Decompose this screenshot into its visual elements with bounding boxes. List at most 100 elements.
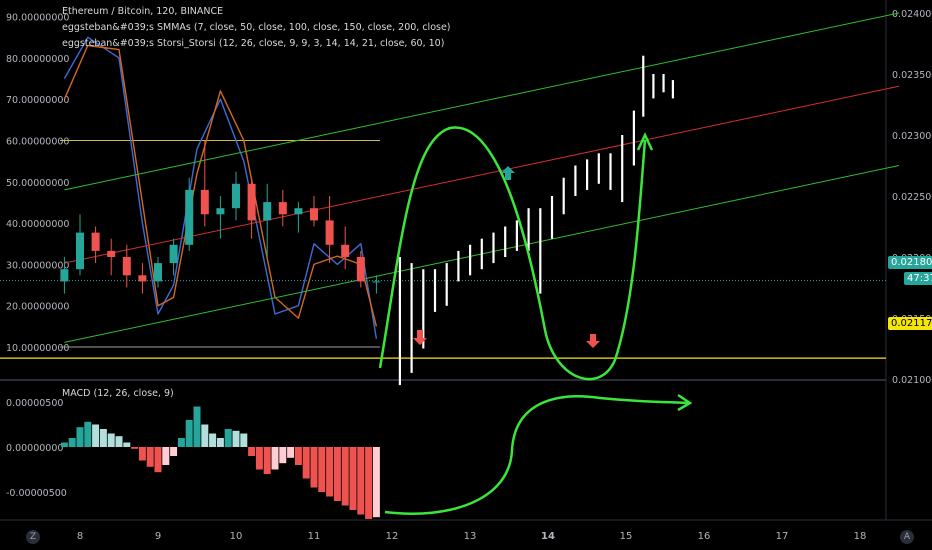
macd-bar <box>177 438 185 447</box>
macd-bar <box>255 447 263 470</box>
time-tick-label: 11 <box>308 531 321 542</box>
stoch-tick-label: 70.00000000 <box>6 95 69 106</box>
time-tick-label: 15 <box>620 531 633 542</box>
stoch-line-1 <box>63 44 378 327</box>
macd-indicator-label: MACD (12, 26, close, 9) <box>62 388 174 399</box>
projection-bar <box>492 232 495 264</box>
macd-bar <box>60 442 68 447</box>
stoch-tick-label: 30.00000000 <box>6 260 69 271</box>
macd-bar <box>162 447 170 465</box>
sell-arrow-icon <box>413 330 427 345</box>
macd-bar <box>76 427 84 447</box>
macd-bar <box>372 447 380 518</box>
wave-arrowhead <box>636 132 654 151</box>
macd-bar <box>123 442 131 447</box>
projection-bar <box>410 263 413 373</box>
time-axis[interactable]: 8 9 10 11 12 13 14 15 16 17 18 <box>77 531 867 542</box>
level-price-badge: 0.021171 <box>888 317 932 330</box>
candle-body <box>372 281 381 283</box>
candle-body <box>356 257 365 282</box>
chart-grid <box>0 0 932 521</box>
macd-bar <box>193 406 201 447</box>
macd-bar <box>294 447 302 465</box>
projection-bars <box>398 55 674 386</box>
candle-body <box>76 232 84 270</box>
candle-body <box>169 244 178 264</box>
macd-tick-label: 0.00000000 <box>6 443 63 454</box>
candle-body <box>91 232 100 251</box>
projection-bar <box>515 220 518 251</box>
macd-bar <box>341 447 349 506</box>
candle-body <box>325 220 334 245</box>
macd-bar <box>302 447 310 479</box>
macd-bar <box>318 447 326 492</box>
projection-bar <box>621 135 624 203</box>
macd-axis: 0.00000500 0.00000000 -0.00000500 <box>6 398 67 499</box>
candle-body <box>263 202 272 221</box>
projection-bar <box>433 269 437 312</box>
macd-bar <box>131 447 139 449</box>
macd-bar <box>287 447 295 458</box>
projection-bar <box>539 208 542 294</box>
projection-bar <box>671 80 674 99</box>
candle-body <box>232 183 240 209</box>
time-tick-label: 17 <box>776 531 789 542</box>
projection-bar <box>527 208 530 251</box>
macd-bar <box>263 447 271 474</box>
auto-scale-button[interactable]: A <box>900 530 914 544</box>
macd-bar <box>115 436 123 447</box>
hand-drawings <box>378 126 693 515</box>
candle-body <box>60 269 69 282</box>
candle-body <box>341 244 350 257</box>
macd-arrowhead <box>677 393 693 412</box>
stoch-tick-label: 10.00000000 <box>6 343 69 354</box>
projection-bar <box>398 257 401 386</box>
macd-bar <box>185 420 193 447</box>
macd-tick-label: 0.00000500 <box>6 398 63 409</box>
channel-mid_red <box>64 85 900 264</box>
time-tick-label: 9 <box>155 531 161 542</box>
projection-bar <box>586 159 589 190</box>
stoch-tick-label: 90.00000000 <box>6 13 69 24</box>
macd-bar <box>107 433 115 447</box>
projection-bar <box>469 244 472 276</box>
macd-bar <box>224 429 232 447</box>
candle-body <box>310 208 318 221</box>
candle-body <box>278 202 287 215</box>
macd-bar <box>365 447 373 519</box>
macd-bar <box>146 447 154 467</box>
storsi-indicator-label: eggsteban&#039;s Storsi_Storsi (12, 26, … <box>62 38 445 49</box>
projection-bar <box>457 250 460 282</box>
macd-bar <box>68 438 76 447</box>
candle-body <box>200 189 209 215</box>
stoch-line-0 <box>63 36 378 339</box>
macd-bar <box>310 447 318 488</box>
time-tick-label: 14 <box>541 531 555 542</box>
projection-bar <box>562 177 565 215</box>
drawn-wave-curve <box>378 126 647 381</box>
stoch-tick-label: 80.00000000 <box>6 54 69 65</box>
zoom-reset-button[interactable]: Z <box>26 530 40 544</box>
projection-bar <box>662 74 665 93</box>
time-tick-label: 13 <box>464 531 477 542</box>
macd-bar <box>209 433 217 447</box>
stoch-tick-label: 40.00000000 <box>6 219 69 230</box>
projection-bar <box>422 269 425 349</box>
smma-indicator-label: eggsteban&#039;s SMMAs (7, close, 50, cl… <box>62 22 451 33</box>
projection-bar <box>632 110 635 166</box>
candle-body <box>247 183 256 221</box>
channel-upper_green <box>64 12 900 191</box>
candle-body <box>107 250 116 257</box>
stoch-tick-label: 50.00000000 <box>6 178 69 189</box>
macd-bar <box>232 430 240 447</box>
macd-tick-label: -0.00000500 <box>6 488 67 499</box>
macd-bar <box>271 447 279 470</box>
time-tick-label: 16 <box>698 531 711 542</box>
macd-bar <box>138 447 146 461</box>
macd-bar <box>279 447 287 464</box>
